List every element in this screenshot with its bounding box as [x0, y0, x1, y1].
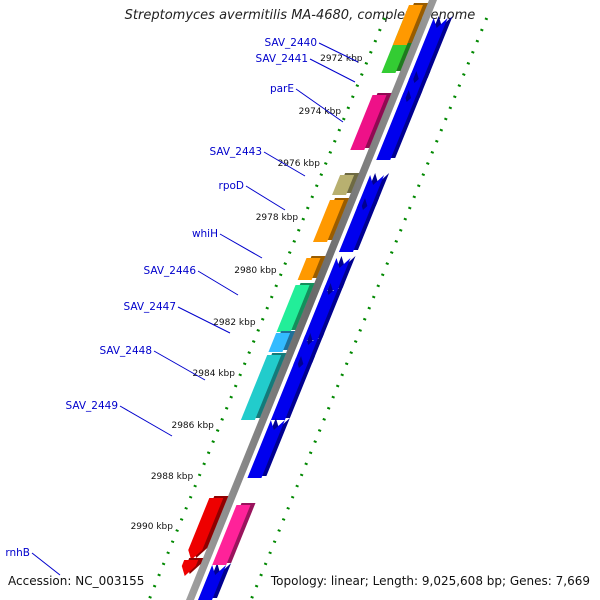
leader-line — [153, 350, 206, 381]
genome-summary-text: Topology: linear; Length: 9,025,608 bp; … — [270, 574, 590, 588]
ruler-ticks: 2972 kbp 2974 kbp 2976 kbp 2978 kbp 2980 kbp… — [131, 54, 363, 532]
leader-line — [31, 552, 61, 576]
leader-line — [295, 88, 344, 123]
gene-red-2 — [181, 558, 204, 576]
gene-sav-2447-sky — [268, 331, 296, 352]
backbone-bar — [186, 0, 437, 600]
gene-pink-1 — [212, 503, 256, 565]
dotted-guide-right — [249, 17, 489, 600]
gene-label: SAV_2448 — [99, 345, 152, 357]
dotted-guides — [147, 17, 489, 600]
tick-label: 2974 kbp — [299, 107, 342, 117]
leader-line — [177, 306, 231, 334]
gene-label: SAV_2446 — [143, 265, 196, 277]
tick-label: 2986 kbp — [171, 421, 214, 431]
gene-blue-11 — [198, 563, 232, 600]
tick-label: 2988 kbp — [151, 472, 194, 482]
gene-rpod-orange — [312, 198, 349, 242]
gene-blue-10 — [247, 418, 290, 478]
leader-line — [263, 151, 306, 177]
gene-sav-2446-mint — [276, 283, 315, 332]
sequence-backbone — [186, 0, 437, 600]
map-title: Streptomyces avermitilis MA-4680, comple… — [124, 8, 476, 23]
gene-label: SAV_2447 — [123, 301, 176, 313]
tick-label: 2980 kbp — [234, 266, 277, 276]
tick-label: 2972 kbp — [320, 54, 363, 64]
gene-label: rnhB — [5, 547, 30, 559]
tick-label: 2990 kbp — [131, 522, 174, 532]
gene-sav-2443-olive — [332, 173, 360, 195]
gene-orange-top — [392, 3, 428, 45]
gene-blue-4 — [356, 173, 390, 208]
leader-line — [318, 42, 359, 63]
tick-label: 2982 kbp — [213, 318, 256, 328]
gene-blue-8 — [293, 333, 325, 365]
gene-red-1 — [188, 496, 229, 560]
gene-blue-5 — [338, 198, 379, 252]
accession-text: Accession: NC_003155 — [8, 574, 145, 588]
gene-label: SAV_2443 — [209, 146, 262, 158]
tick-label: 2984 kbp — [193, 369, 236, 379]
tick-label: 2978 kbp — [256, 213, 299, 223]
gene-label: whiH — [192, 228, 218, 240]
gene-features — [181, 3, 453, 600]
gene-label: rpoD — [219, 180, 245, 192]
gene-blue-1 — [408, 16, 453, 80]
gene-label: SAV_2441 — [255, 53, 308, 65]
tick-label: 2976 kbp — [278, 159, 321, 169]
gene-sav-2448-teal — [240, 353, 287, 420]
gene-labels: SAV_2440 SAV_2441 parE SAV_2443 rpoD whiH SAV_… — [5, 37, 359, 576]
gene-blue-9 — [270, 356, 316, 420]
gene-blue-3 — [376, 90, 423, 160]
dotted-guide-left — [147, 17, 387, 600]
gene-blue-2 — [400, 71, 431, 100]
gene-label: SAV_2440 — [264, 37, 317, 49]
gene-whih-orange — [297, 256, 326, 280]
gene-pare-magenta — [350, 93, 392, 150]
gene-label: parE — [270, 83, 294, 95]
gene-blue-7 — [303, 283, 345, 340]
leader-line — [309, 58, 356, 83]
gene-label: SAV_2449 — [65, 400, 118, 412]
leader-line — [219, 233, 263, 259]
leader-line — [197, 270, 239, 296]
gene-blue-6 — [323, 256, 356, 290]
leader-line — [119, 405, 173, 437]
leader-line — [245, 185, 286, 211]
